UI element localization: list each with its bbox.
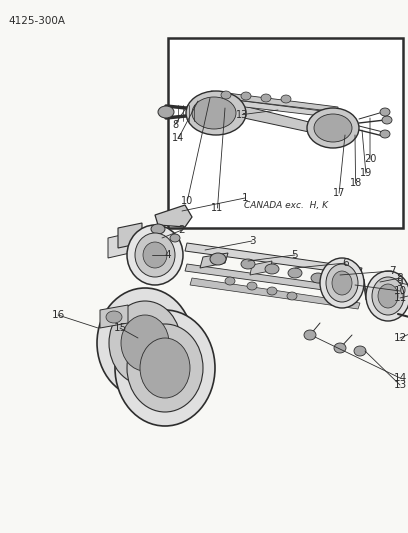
Ellipse shape: [170, 234, 180, 242]
Polygon shape: [190, 278, 360, 309]
Ellipse shape: [304, 330, 316, 340]
Ellipse shape: [127, 324, 203, 412]
Ellipse shape: [135, 233, 175, 277]
Ellipse shape: [378, 284, 398, 308]
Ellipse shape: [109, 301, 181, 385]
Polygon shape: [200, 253, 228, 268]
Ellipse shape: [261, 94, 271, 102]
Ellipse shape: [320, 258, 364, 308]
Text: 2: 2: [179, 225, 185, 235]
Text: 13: 13: [236, 110, 248, 119]
Text: 13: 13: [393, 380, 407, 390]
Ellipse shape: [158, 106, 174, 118]
Text: 9: 9: [397, 278, 404, 288]
Ellipse shape: [210, 253, 226, 265]
Ellipse shape: [225, 277, 235, 285]
Polygon shape: [211, 91, 338, 112]
Ellipse shape: [127, 225, 183, 285]
Ellipse shape: [241, 92, 251, 100]
Text: CANADA exc.  H, K: CANADA exc. H, K: [244, 201, 328, 210]
Ellipse shape: [372, 277, 404, 315]
Polygon shape: [155, 205, 192, 227]
Text: 19: 19: [360, 168, 372, 178]
Polygon shape: [211, 97, 338, 118]
Text: 5: 5: [292, 250, 298, 260]
Ellipse shape: [221, 91, 231, 99]
Ellipse shape: [115, 310, 215, 426]
Ellipse shape: [265, 264, 279, 274]
Ellipse shape: [366, 271, 408, 321]
Text: 14: 14: [393, 373, 407, 383]
Ellipse shape: [334, 343, 346, 353]
Text: 16: 16: [51, 310, 64, 320]
Ellipse shape: [151, 224, 165, 234]
Ellipse shape: [106, 311, 122, 323]
Text: 11: 11: [393, 293, 407, 303]
Polygon shape: [108, 233, 130, 258]
Ellipse shape: [380, 108, 390, 116]
Text: 15: 15: [113, 323, 126, 333]
Ellipse shape: [380, 130, 390, 138]
Text: 18: 18: [350, 178, 362, 188]
Text: 10: 10: [393, 286, 406, 296]
Polygon shape: [185, 264, 362, 295]
Text: 1: 1: [242, 193, 248, 203]
Polygon shape: [118, 223, 142, 248]
Polygon shape: [244, 106, 309, 132]
Ellipse shape: [281, 95, 291, 103]
Ellipse shape: [121, 315, 169, 371]
Polygon shape: [364, 279, 366, 300]
Ellipse shape: [307, 108, 359, 148]
Ellipse shape: [241, 259, 255, 269]
Ellipse shape: [267, 287, 277, 295]
Bar: [168, 38, 403, 228]
Ellipse shape: [382, 116, 392, 124]
Text: 8: 8: [397, 273, 404, 283]
Text: 7: 7: [389, 266, 395, 276]
Text: 3: 3: [249, 236, 255, 246]
Ellipse shape: [332, 271, 352, 295]
Ellipse shape: [143, 242, 167, 268]
Ellipse shape: [186, 91, 246, 135]
Text: 11: 11: [211, 203, 224, 213]
Polygon shape: [185, 243, 362, 275]
Polygon shape: [100, 305, 128, 328]
Ellipse shape: [354, 346, 366, 356]
Ellipse shape: [247, 282, 257, 290]
Text: 10: 10: [181, 196, 193, 206]
Ellipse shape: [97, 288, 193, 398]
Ellipse shape: [287, 292, 297, 300]
Ellipse shape: [311, 273, 325, 283]
Text: 12: 12: [393, 333, 407, 343]
Ellipse shape: [326, 264, 358, 302]
Text: 14: 14: [172, 133, 184, 143]
Ellipse shape: [314, 114, 352, 142]
Text: 4125-300A: 4125-300A: [8, 16, 65, 26]
Text: 20: 20: [364, 155, 376, 164]
Ellipse shape: [140, 338, 190, 398]
Ellipse shape: [192, 97, 236, 129]
Text: 4: 4: [165, 250, 171, 260]
Text: 17: 17: [333, 188, 345, 198]
Polygon shape: [250, 261, 272, 275]
Ellipse shape: [288, 268, 302, 278]
Text: 6: 6: [343, 258, 349, 268]
Text: 8: 8: [172, 119, 178, 130]
